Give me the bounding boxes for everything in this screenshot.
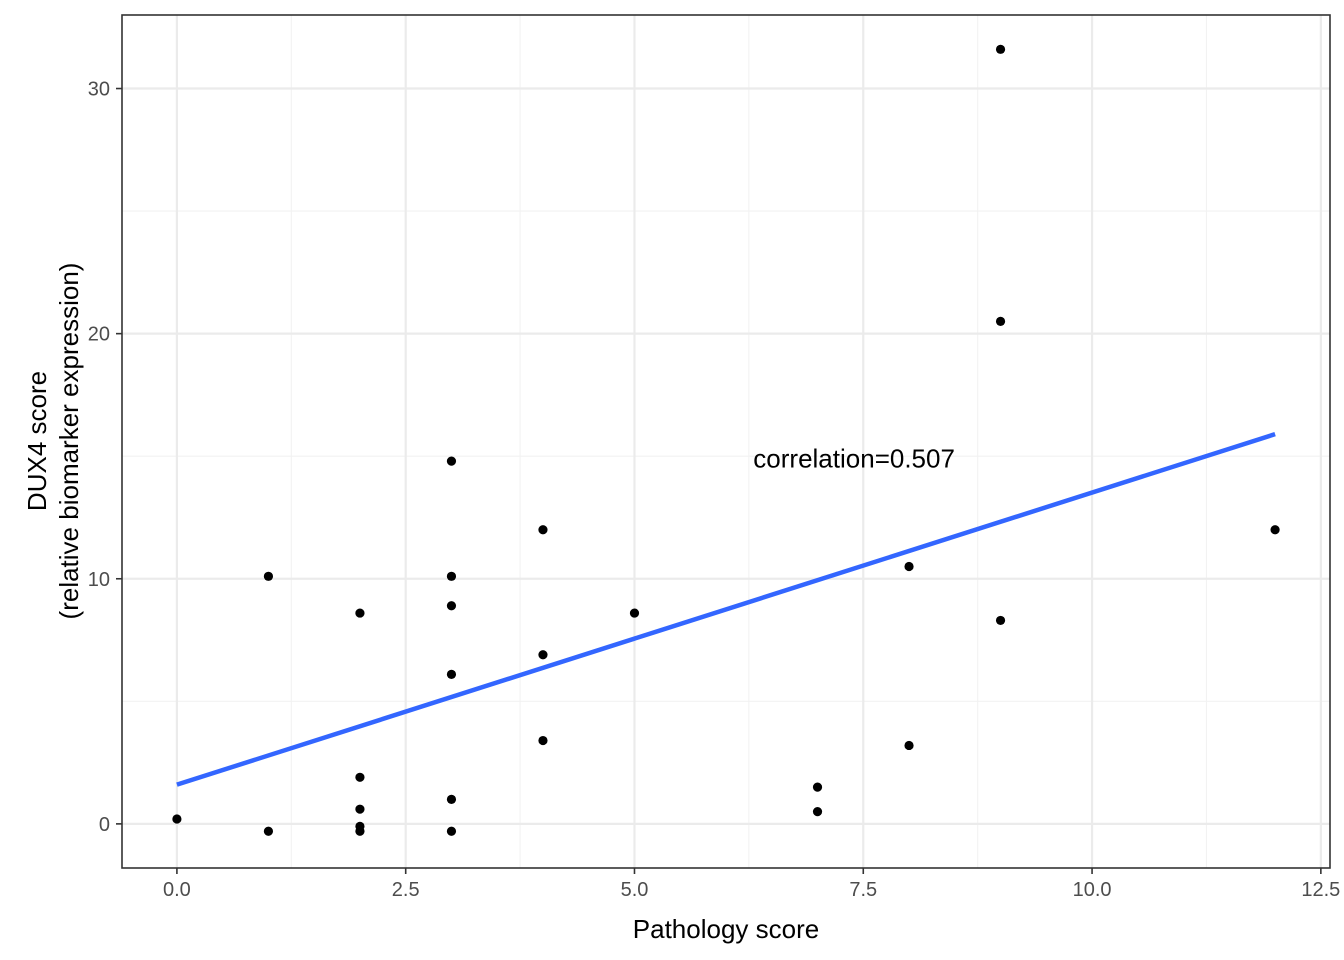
data-point	[263, 826, 274, 836]
data-point	[446, 571, 457, 581]
y-axis-title: DUX4 score (relative biomarker expressio…	[22, 263, 84, 620]
y-axis-ticks: 0 10 20 30	[88, 79, 122, 836]
data-point	[1270, 525, 1280, 535]
points-layer	[172, 44, 1280, 836]
regression-line	[176, 432, 1276, 787]
major-gridlines	[122, 15, 1330, 868]
y-axis-title-line-2: (relative biomarker expression)	[54, 263, 84, 620]
data-point	[629, 608, 640, 618]
x-tick-label: 2.5	[392, 879, 420, 901]
x-tick-label: 0.0	[163, 879, 191, 901]
x-tick-label: 10.0	[1073, 879, 1112, 901]
plot-panel-border	[121, 14, 1331, 869]
data-point	[995, 316, 1006, 326]
x-tick-label: 7.5	[849, 879, 877, 901]
data-point	[446, 794, 457, 804]
data-point	[446, 456, 457, 466]
x-tick-label: 12.5	[1301, 879, 1340, 901]
data-point	[904, 740, 914, 751]
plot-background	[122, 15, 1330, 868]
data-point	[355, 826, 365, 836]
y-tick-label: 10	[88, 569, 110, 591]
data-point	[263, 571, 274, 581]
data-point	[538, 650, 548, 660]
y-tick-label: 30	[88, 79, 110, 101]
fit-line-layer	[176, 432, 1276, 787]
data-point	[172, 814, 182, 824]
data-point	[995, 615, 1006, 626]
data-point	[446, 826, 457, 836]
data-point	[812, 782, 823, 792]
y-tick-label: 20	[88, 324, 110, 346]
x-axis-ticks: 0.0 2.5 5.0 7.5 10.0 12.5	[163, 868, 1340, 901]
data-point	[538, 525, 548, 535]
data-point	[355, 608, 365, 618]
data-point	[538, 735, 548, 746]
y-axis-title-line-1: DUX4 score	[22, 371, 52, 511]
x-tick-label: 5.0	[621, 879, 649, 901]
x-axis-title: Pathology score	[633, 914, 819, 944]
y-tick-label: 0	[99, 814, 110, 836]
data-point	[355, 804, 365, 814]
minor-gridlines	[122, 15, 1330, 868]
correlation-annotation: correlation=0.507	[753, 444, 955, 474]
data-point	[446, 601, 457, 611]
data-point	[355, 772, 365, 782]
data-point	[904, 561, 914, 572]
data-point	[446, 669, 457, 679]
data-point	[995, 44, 1006, 54]
data-point	[812, 807, 823, 817]
